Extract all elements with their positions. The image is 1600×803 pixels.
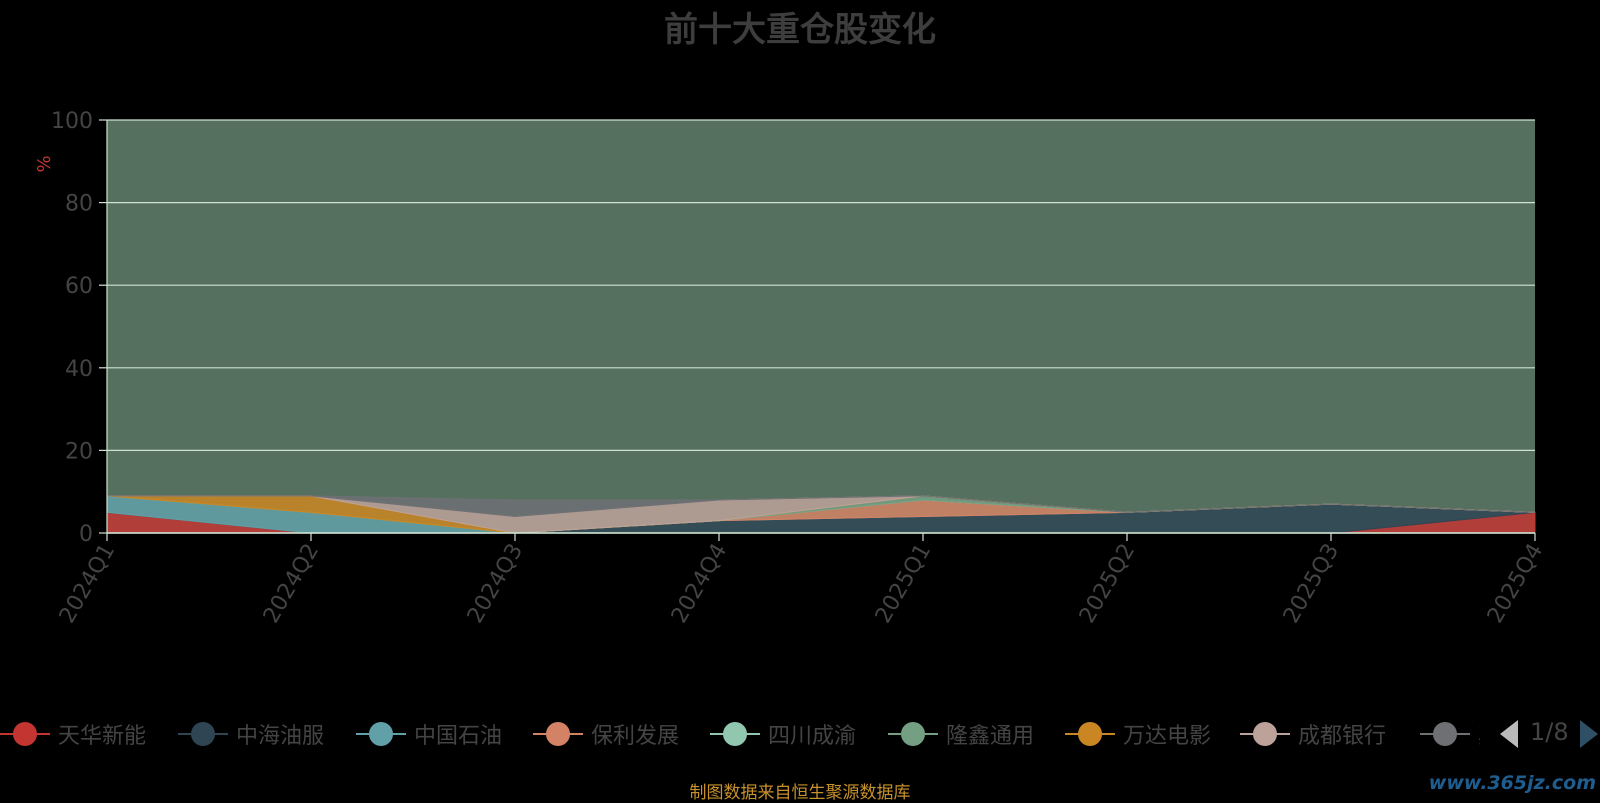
legend-swatch — [888, 714, 938, 754]
x-tick-label: 2024Q3 — [463, 540, 528, 628]
x-tick-label: 2025Q4 — [1483, 540, 1548, 628]
legend-item-3[interactable]: 中国石油 — [356, 714, 502, 754]
x-tick-label: 2025Q1 — [871, 540, 936, 628]
y-axis-label: % — [34, 155, 55, 172]
legend-label: 隆鑫通用 — [946, 724, 1035, 749]
legend-item-8[interactable]: 成都银行 — [1240, 714, 1386, 754]
x-tick-label: 2025Q3 — [1279, 540, 1344, 628]
y-tick-label: 0 — [79, 522, 93, 547]
y-tick-label: 80 — [65, 192, 93, 217]
legend-label: 中海油服 — [236, 724, 325, 749]
legend-swatch — [1065, 714, 1115, 754]
legend-label: 万达电影 — [1123, 724, 1212, 749]
legend-swatch — [710, 714, 760, 754]
watermark: www.365jz.com — [1428, 772, 1596, 794]
legend-label: 其他股票 — [1478, 718, 1480, 750]
legend-item-2[interactable]: 中海油服 — [178, 714, 324, 754]
legend-label: 中国石油 — [414, 724, 503, 749]
legend-item-4[interactable]: 保利发展 — [533, 714, 679, 754]
legend-prev-arrow-icon[interactable] — [1500, 720, 1518, 748]
y-axis-ticks: 0 20 40 60 80 100 — [51, 109, 107, 547]
y-tick-label: 40 — [65, 357, 93, 382]
x-tick-label: 2024Q2 — [259, 540, 324, 628]
legend-swatch — [533, 714, 583, 754]
chart-title: 前十大重仓股变化 — [664, 10, 936, 50]
legend-item-9[interactable]: 其他股票 — [1420, 714, 1480, 754]
legend-label: 天华新能 — [58, 724, 147, 749]
plot-background — [107, 120, 1535, 533]
y-tick-label: 20 — [65, 439, 93, 464]
legend-pager: 1/8 — [1500, 714, 1600, 754]
legend-label: 保利发展 — [591, 724, 680, 749]
area-layers — [106, 495, 1536, 534]
legend-item-5[interactable]: 四川成渝 — [710, 714, 856, 754]
legend: 天华新能 中海油服 中国石油 保利发展 四川成渝 隆鑫通用 万达电影 成都银行 其他股票 — [0, 714, 1480, 754]
source-note: 制图数据来自恒生聚源数据库 — [689, 783, 911, 803]
plot-area — [107, 120, 1535, 533]
legend-swatch — [0, 714, 50, 754]
legend-next-arrow-icon[interactable] — [1580, 720, 1598, 748]
legend-swatch — [1420, 714, 1470, 754]
x-tick-label: 2024Q4 — [667, 540, 732, 628]
area-series-9 — [107, 495, 1536, 517]
x-tick-label: 2025Q2 — [1075, 540, 1140, 628]
legend-swatch — [1240, 714, 1290, 754]
legend-item-6[interactable]: 隆鑫通用 — [888, 714, 1034, 754]
x-axis-ticks: 2024Q1 2024Q2 2024Q3 2024Q4 2025Q1 2025Q2 2025… — [55, 533, 1548, 628]
legend-page-indicator: 1/8 — [1530, 718, 1569, 746]
legend-item-1[interactable]: 天华新能 — [0, 714, 146, 754]
y-tick-label: 60 — [65, 274, 93, 299]
legend-swatch — [178, 714, 228, 754]
legend-label: 四川成渝 — [768, 724, 857, 749]
legend-label: 成都银行 — [1298, 724, 1387, 749]
y-tick-label: 100 — [51, 109, 93, 134]
gridlines — [106, 119, 1535, 534]
legend-swatch — [356, 714, 406, 754]
x-tick-label: 2024Q1 — [55, 540, 120, 628]
legend-item-7[interactable]: 万达电影 — [1065, 714, 1211, 754]
